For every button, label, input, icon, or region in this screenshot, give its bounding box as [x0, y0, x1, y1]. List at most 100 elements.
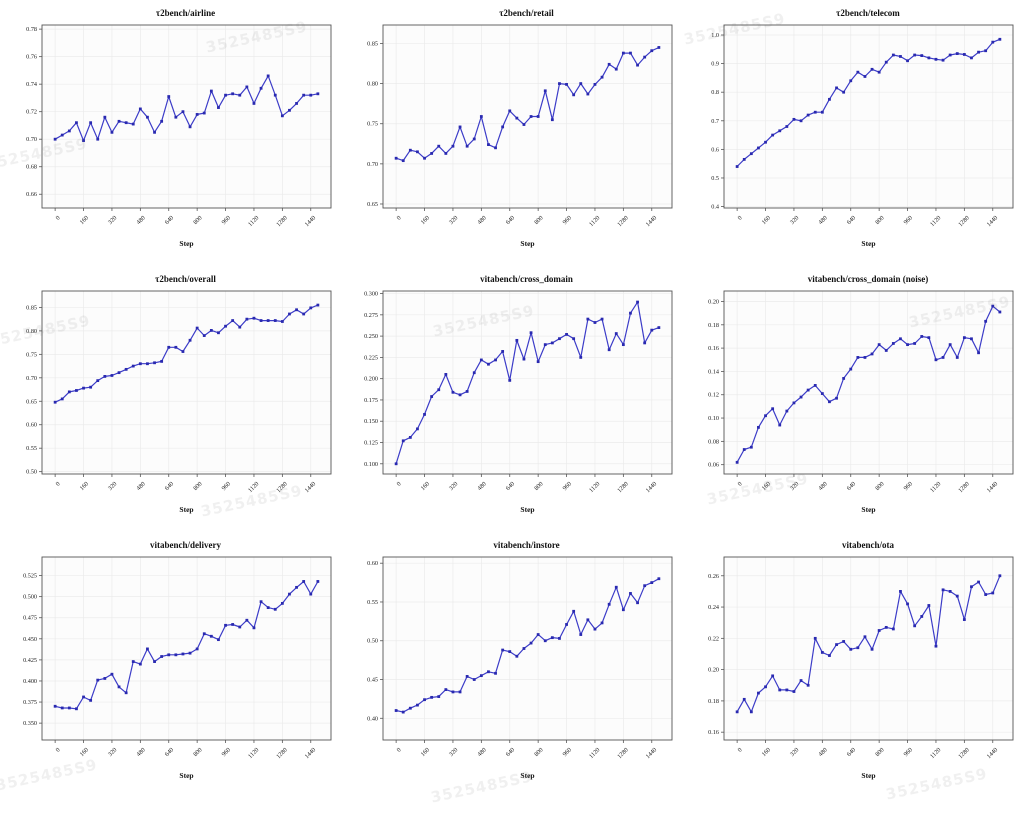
svg-text:640: 640 [164, 480, 176, 492]
svg-text:320: 320 [448, 214, 460, 226]
svg-text:1120: 1120 [247, 214, 261, 228]
svg-text:960: 960 [561, 746, 573, 758]
svg-text:0.26: 0.26 [708, 573, 719, 580]
svg-text:640: 640 [164, 746, 176, 758]
chart-tau2bench-retail: τ2bench/retail 0 160 320 480 640 800 960 1120 12… [341, 2, 682, 268]
svg-text:160: 160 [419, 480, 431, 492]
svg-text:1280: 1280 [616, 480, 630, 494]
svg-text:160: 160 [78, 746, 90, 758]
svg-text:800: 800 [533, 214, 545, 226]
svg-text:160: 160 [78, 214, 90, 226]
svg-text:0.22: 0.22 [708, 635, 719, 642]
svg-text:480: 480 [476, 480, 488, 492]
svg-text:0.60: 0.60 [26, 422, 37, 429]
svg-text:Step: Step [179, 771, 193, 780]
svg-text:960: 960 [902, 746, 914, 758]
svg-text:1280: 1280 [275, 746, 289, 760]
svg-text:320: 320 [789, 480, 801, 492]
svg-text:160: 160 [760, 480, 772, 492]
svg-text:0.475: 0.475 [23, 615, 37, 622]
svg-text:1440: 1440 [644, 746, 658, 760]
svg-text:160: 160 [78, 480, 90, 492]
chart-title: τ2bench/telecom [836, 8, 900, 18]
svg-text:0.80: 0.80 [367, 81, 378, 88]
svg-text:0: 0 [395, 214, 402, 221]
svg-text:1280: 1280 [275, 480, 289, 494]
svg-text:320: 320 [107, 746, 119, 758]
svg-text:160: 160 [419, 214, 431, 226]
svg-text:1280: 1280 [616, 746, 630, 760]
svg-text:0.72: 0.72 [26, 109, 37, 116]
svg-text:0.4: 0.4 [711, 204, 719, 211]
svg-text:0: 0 [395, 746, 402, 753]
svg-text:480: 480 [135, 480, 147, 492]
svg-text:1440: 1440 [303, 746, 317, 760]
svg-text:0.55: 0.55 [26, 445, 37, 452]
chart-vitabench-cross-domain-noise: vitabench/cross_domain (noise) 0 160 320 48… [682, 268, 1024, 534]
svg-text:0.450: 0.450 [23, 636, 37, 643]
svg-text:0.60: 0.60 [367, 560, 378, 567]
svg-text:1440: 1440 [985, 480, 999, 494]
svg-text:0.74: 0.74 [26, 81, 37, 88]
svg-text:1440: 1440 [985, 214, 999, 228]
svg-text:1120: 1120 [247, 480, 261, 494]
svg-text:0.40: 0.40 [367, 715, 378, 722]
svg-text:960: 960 [561, 214, 573, 226]
chart-title: vitabench/cross_domain [480, 274, 573, 284]
svg-text:0.70: 0.70 [26, 375, 37, 382]
svg-text:0: 0 [736, 746, 743, 753]
line-plot: 0 160 320 480 640 800 960 1120 1280 1440 0.06 0.08 0… [708, 290, 1014, 514]
svg-text:1120: 1120 [929, 480, 943, 494]
svg-text:800: 800 [192, 480, 204, 492]
svg-text:1120: 1120 [247, 746, 261, 760]
svg-text:0.100: 0.100 [364, 461, 378, 468]
svg-text:Step: Step [520, 771, 534, 780]
svg-text:640: 640 [505, 480, 517, 492]
chart-title: vitabench/cross_domain (noise) [807, 274, 929, 284]
svg-text:320: 320 [789, 214, 801, 226]
svg-text:0.08: 0.08 [708, 438, 719, 445]
svg-text:800: 800 [192, 214, 204, 226]
svg-text:480: 480 [817, 214, 829, 226]
svg-text:1120: 1120 [588, 746, 602, 760]
svg-text:0: 0 [736, 480, 743, 487]
svg-text:0.65: 0.65 [26, 398, 37, 405]
line-plot: 0 160 320 480 640 800 960 1120 1280 1440 0.65 0.70 0… [367, 24, 673, 248]
svg-text:0.200: 0.200 [364, 376, 378, 383]
line-plot: 0 160 320 480 640 800 960 1120 1280 1440 0.66 0.68 0… [26, 24, 332, 248]
svg-text:0.16: 0.16 [708, 729, 719, 736]
chart-title: τ2bench/airline [155, 8, 216, 18]
svg-text:320: 320 [107, 480, 119, 492]
svg-text:960: 960 [561, 480, 573, 492]
svg-text:800: 800 [874, 746, 886, 758]
svg-text:0.10: 0.10 [708, 415, 719, 422]
svg-text:0.350: 0.350 [23, 720, 37, 727]
svg-text:0.175: 0.175 [364, 397, 378, 404]
svg-text:Step: Step [861, 771, 875, 780]
svg-text:640: 640 [505, 214, 517, 226]
svg-text:640: 640 [505, 746, 517, 758]
svg-text:0: 0 [54, 214, 61, 221]
chart-tau2bench-overall: τ2bench/overall 0 160 320 480 640 800 960 1120 1… [0, 268, 341, 534]
svg-text:480: 480 [135, 746, 147, 758]
svg-text:480: 480 [476, 214, 488, 226]
svg-text:0.75: 0.75 [367, 121, 378, 128]
svg-text:0.70: 0.70 [26, 136, 37, 143]
svg-text:0.65: 0.65 [367, 201, 378, 208]
svg-text:0.8: 0.8 [711, 89, 719, 96]
chart-tau2bench-telecom: τ2bench/telecom 0 160 320 480 640 800 960 1120 1… [682, 2, 1024, 268]
svg-text:0.55: 0.55 [367, 599, 378, 606]
svg-text:0.06: 0.06 [708, 462, 719, 469]
svg-text:0.6: 0.6 [711, 146, 719, 153]
svg-text:0.20: 0.20 [708, 298, 719, 305]
svg-text:640: 640 [846, 480, 858, 492]
svg-text:0.375: 0.375 [23, 699, 37, 706]
line-plot: 0 160 320 480 640 800 960 1120 1280 1440 0.50 0.55 0… [26, 290, 332, 514]
svg-text:1280: 1280 [957, 480, 971, 494]
svg-text:0: 0 [54, 480, 61, 487]
chart-vitabench-cross-domain: vitabench/cross_domain 0 160 320 480 640 800 9… [341, 268, 682, 534]
svg-text:320: 320 [448, 746, 460, 758]
svg-text:640: 640 [846, 746, 858, 758]
svg-text:0.78: 0.78 [26, 26, 37, 33]
svg-text:0.85: 0.85 [367, 40, 378, 47]
